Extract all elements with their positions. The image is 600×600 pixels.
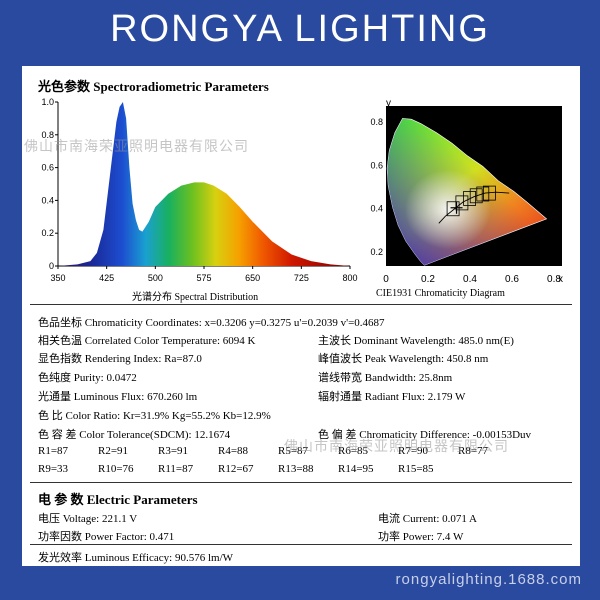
cie-x-tick: 0.6 — [505, 274, 519, 285]
ansi-bin-box — [446, 201, 460, 217]
cri-value: R13=88 — [278, 463, 314, 475]
parameter-sheet: 光色参数 Spectroradiometric Parameters — [22, 66, 580, 566]
cie-y-axis-label: y — [386, 98, 391, 109]
cri-value: R9=33 — [38, 463, 69, 475]
current: 电流 Current: 0.071 A — [378, 513, 477, 525]
cie-x-tick: 0 — [383, 274, 389, 285]
bandwidth: 谱线带宽 Bandwidth: 25.8nm — [318, 372, 453, 384]
spectrum-x-tick: 650 — [245, 273, 260, 283]
rendering-index: 显色指数 Rendering Index: Ra=87.0 — [38, 353, 202, 365]
cie-y-tick: 0.8 — [370, 117, 383, 127]
cie-x-axis-label: x — [558, 274, 563, 285]
dominant-wavelength: 主波长 Dominant Wavelength: 485.0 nm(E) — [318, 335, 514, 347]
cri-value: R8=77 — [458, 445, 489, 457]
cie-y-tick: 0.6 — [370, 160, 383, 170]
chromaticity-difference: 色 偏 差 Chromaticity Difference: -0.00153D… — [318, 429, 532, 441]
cri-value: R6=85 — [338, 445, 369, 457]
cri-value: R4=88 — [218, 445, 249, 457]
cri-value: R7=90 — [398, 445, 429, 457]
cri-value: R3=91 — [158, 445, 189, 457]
spectrum-x-tick: 500 — [148, 273, 163, 283]
spectrum-y-tick: 0 — [49, 261, 54, 271]
cie-x-tick: 0.2 — [421, 274, 435, 285]
spectrum-y-tick: 0.2 — [41, 228, 54, 238]
watermark: 佛山市南海荣亚照明电器有限公司 — [24, 139, 249, 155]
watermark: 佛山市南海荣亚照明电器有限公司 — [284, 439, 509, 455]
spectral-distribution-chart: 350 425 500 575 650 725 800 1.0 0.8 0.6 0.4 0.2 0 — [41, 97, 357, 283]
cie-caption: CIE1931 Chromaticity Diagram — [376, 288, 505, 299]
peak-wavelength: 峰值波长 Peak Wavelength: 450.8 nm — [318, 353, 489, 365]
spectrum-x-tick: 575 — [196, 273, 211, 283]
spectrum-y-tick: 1.0 — [41, 97, 54, 107]
cri-value: R14=95 — [338, 463, 374, 475]
cie-y-tick: 0.2 — [370, 247, 383, 257]
divider — [30, 482, 572, 483]
cie-chromaticity-chart: 0 0.2 0.4 0.6 0.8 0.8 0.6 0.4 0.2 x y — [370, 98, 563, 285]
chromaticity-marker — [450, 201, 463, 214]
spectrum-caption: 光谱分布 Spectral Distribution — [132, 292, 259, 303]
electric-heading: 电 参 数 Electric Parameters — [38, 492, 198, 507]
cri-value: R12=67 — [218, 463, 254, 475]
spectrum-x-tick: 350 — [50, 273, 65, 283]
purity: 色纯度 Purity: 0.0472 — [38, 372, 137, 384]
correlated-color-temperature: 相关色温 Correlated Color Temperature: 6094 … — [38, 335, 256, 347]
cri-value: R1=87 — [38, 445, 69, 457]
cri-value: R5=87 — [278, 445, 309, 457]
luminous-flux: 光通量 Luminous Flux: 670.260 lm — [38, 391, 198, 403]
spectro-heading: 光色参数 Spectroradiometric Parameters — [38, 79, 269, 94]
spectrum-y-tick: 0.6 — [41, 163, 54, 173]
ansi-bin-box — [463, 191, 476, 206]
cri-value: R2=91 — [98, 445, 129, 457]
spectrum-area — [58, 102, 350, 266]
footer-website: rongyalighting.1688.com — [395, 571, 582, 588]
cie-x-tick: 0.8 — [547, 274, 561, 285]
cri-value: R15=85 — [398, 463, 434, 475]
spectrum-x-tick: 800 — [342, 273, 357, 283]
color-ratio: 色 比 Color Ratio: Kr=31.9% Kg=55.2% Kb=12… — [38, 410, 271, 422]
divider — [30, 544, 572, 545]
ansi-bin-box — [483, 185, 496, 201]
cie-y-tick: 0.4 — [370, 204, 383, 214]
power: 功率 Power: 7.4 W — [378, 531, 464, 543]
color-tolerance: 色 容 差 Color Tolerance(SDCM): 12.1674 — [38, 429, 231, 441]
chromaticity-coordinates: 色品坐标 Chromaticity Coordinates: x=0.3206 … — [38, 317, 385, 329]
power-factor: 功率因数 Power Factor: 0.471 — [38, 531, 175, 543]
divider — [30, 304, 572, 305]
cie-x-tick: 0.4 — [463, 274, 477, 285]
spectrum-x-tick: 725 — [294, 273, 309, 283]
brand-title: RONGYA LIGHTING — [110, 8, 490, 50]
radiant-flux: 辐射通量 Radiant Flux: 2.179 W — [318, 391, 466, 403]
cri-value: R10=76 — [98, 463, 134, 475]
cri-value: R11=87 — [158, 463, 194, 475]
ansi-bin-box — [455, 195, 469, 211]
spectrum-y-tick: 0.8 — [41, 130, 54, 140]
voltage: 电压 Voltage: 221.1 V — [38, 513, 138, 525]
ansi-bin-box — [469, 188, 483, 204]
spectrum-x-tick: 425 — [99, 273, 114, 283]
luminous-efficacy: 发光效率 Luminous Efficacy: 90.576 lm/W — [38, 552, 234, 564]
ansi-bin-boxes — [446, 185, 496, 217]
spectrum-y-tick: 0.4 — [41, 195, 54, 205]
ansi-bin-box — [476, 186, 490, 202]
